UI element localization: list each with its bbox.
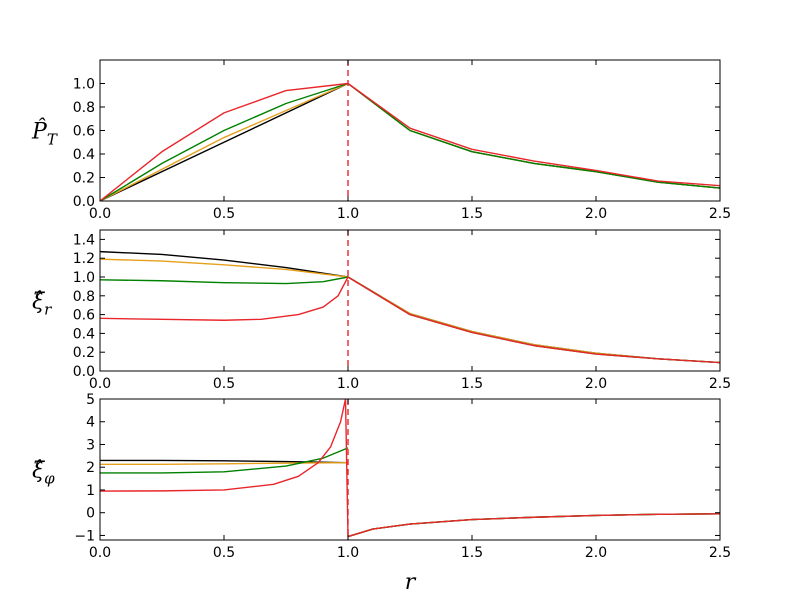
series-line-2 bbox=[100, 82, 720, 201]
y-tick-label: 1.0 bbox=[73, 270, 95, 286]
chart-panel-3: 0.0 0.5 1.0 1.5 2.0 2.5 −1 0 1 2 3 4 5 ξ̂φ r bbox=[32, 392, 731, 595]
series-line-4 bbox=[100, 399, 720, 538]
y-tick-label: 0.8 bbox=[73, 100, 95, 116]
y-tick-label: 5 bbox=[86, 392, 95, 408]
chart-panel-2: 0.0 0.5 1.0 1.5 2.0 2.5 0.0 0.2 0.4 0.6 0.8 1.0 1.2 1… bbox=[32, 229, 731, 392]
series-group bbox=[100, 230, 720, 371]
x-tick-label: 0.5 bbox=[213, 545, 235, 561]
series-line-4 bbox=[100, 276, 720, 364]
y-axis-label-subscript: r bbox=[44, 301, 52, 319]
x-tick-label: 2.5 bbox=[709, 545, 731, 561]
axes-frame bbox=[99, 398, 721, 541]
y-tick-label: 4 bbox=[86, 415, 95, 431]
series-line-2 bbox=[100, 258, 720, 364]
y-tick-label: 3 bbox=[86, 437, 95, 453]
series-group bbox=[100, 60, 720, 201]
y-tick-label: 0.2 bbox=[73, 171, 95, 187]
y-tick-label: 0.4 bbox=[73, 147, 95, 163]
x-tick-label: 0.0 bbox=[89, 206, 111, 222]
y-axis-label: P̂T bbox=[31, 118, 58, 148]
x-axis-label: r bbox=[405, 570, 417, 595]
y-axis-label-main: ξ̂ bbox=[32, 459, 46, 484]
y-axis-label: ξ̂r bbox=[32, 290, 52, 319]
y-tick-label: 0 bbox=[86, 506, 95, 522]
y-tick-label: 0.4 bbox=[73, 326, 95, 342]
series-line-2 bbox=[100, 461, 720, 538]
y-axis-label-main: P̂ bbox=[31, 118, 48, 144]
y-tick-label: 1 bbox=[86, 483, 95, 499]
y-tick-label: 1.4 bbox=[73, 232, 95, 248]
x-tick-label: 1.0 bbox=[337, 206, 359, 222]
axes-frame bbox=[99, 229, 721, 372]
y-tick-label: 0.6 bbox=[73, 308, 95, 324]
series-line-1 bbox=[100, 82, 720, 201]
chart-panel-1: 0.0 0.5 1.0 1.5 2.0 2.5 0.0 0.2 0.4 0.6 0.8 1.0 P̂T bbox=[31, 59, 731, 222]
x-tick-label: 2.5 bbox=[709, 376, 731, 392]
series-line-4 bbox=[100, 82, 720, 201]
x-tick-label: 2.0 bbox=[585, 376, 607, 392]
x-tick-label: 1.5 bbox=[461, 376, 483, 392]
x-tick-label: 2.5 bbox=[709, 206, 731, 222]
x-tick-label: 2.0 bbox=[585, 545, 607, 561]
x-tick-label: 0.5 bbox=[213, 376, 235, 392]
y-tick-label: 1.2 bbox=[73, 251, 95, 267]
y-tick-label: 0.0 bbox=[73, 364, 95, 380]
y-axis-label: ξ̂φ bbox=[32, 459, 55, 488]
x-tick-label: 1.5 bbox=[461, 206, 483, 222]
y-tick-label: 1.0 bbox=[73, 77, 95, 93]
x-tick-label: 0.5 bbox=[213, 206, 235, 222]
x-tick-label: 0.0 bbox=[89, 376, 111, 392]
y-tick-label: 0.8 bbox=[73, 289, 95, 305]
x-tick-label: 1.5 bbox=[461, 545, 483, 561]
x-tick-label: 2.0 bbox=[585, 206, 607, 222]
y-axis-label-main: ξ̂ bbox=[32, 290, 46, 315]
y-tick-label: 0.6 bbox=[73, 124, 95, 140]
y-tick-label: 2 bbox=[86, 460, 95, 476]
y-tick-label: 0.0 bbox=[73, 194, 95, 210]
series-line-3 bbox=[100, 82, 720, 201]
x-tick-label: 0.0 bbox=[89, 545, 111, 561]
series-group bbox=[100, 399, 720, 540]
y-axis-label-subscript: T bbox=[47, 131, 58, 149]
y-tick-label: 0.2 bbox=[73, 345, 95, 361]
x-tick-label: 1.0 bbox=[337, 376, 359, 392]
x-tick-label: 1.0 bbox=[337, 545, 359, 561]
series-line-1 bbox=[100, 250, 720, 364]
y-tick-label: −1 bbox=[74, 528, 95, 544]
y-axis-label-subscript: φ bbox=[44, 470, 55, 488]
